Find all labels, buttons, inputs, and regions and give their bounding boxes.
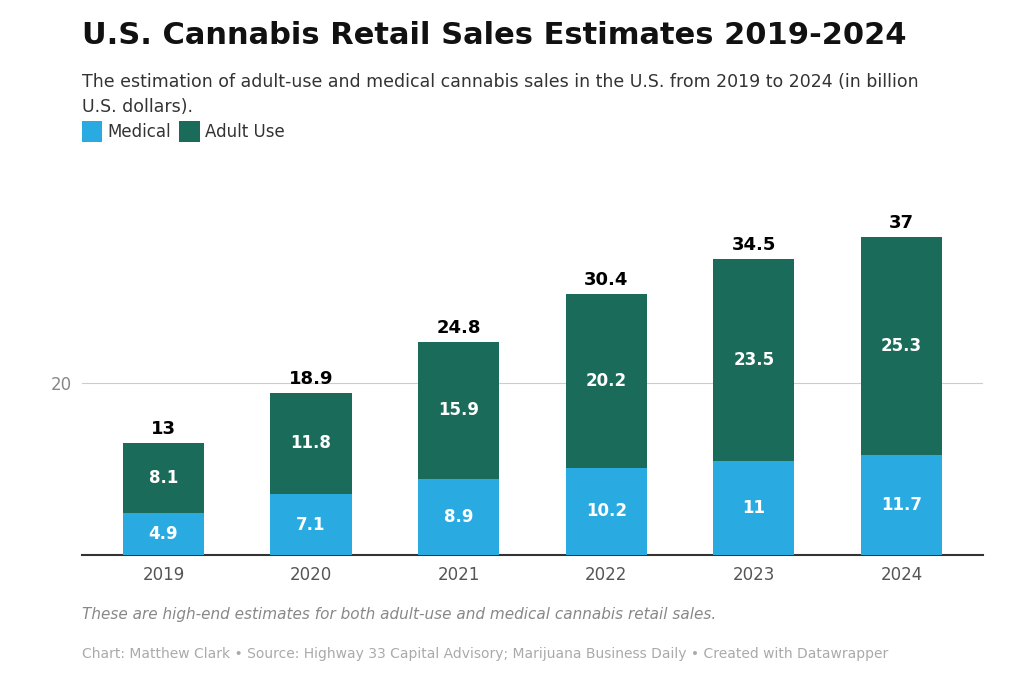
Bar [123,513,204,555]
Text: 7.1: 7.1 [296,516,326,534]
Text: 24.8: 24.8 [436,319,481,337]
Text: Adult Use: Adult Use [205,123,285,141]
Text: 13: 13 [151,421,176,439]
Text: 30.4: 30.4 [584,271,629,289]
Bar [123,443,204,513]
Bar [270,494,351,555]
Text: U.S. Cannabis Retail Sales Estimates 2019-2024: U.S. Cannabis Retail Sales Estimates 201… [82,21,906,50]
Bar [714,259,795,461]
Text: 11.7: 11.7 [881,496,922,514]
Bar [565,468,647,555]
Text: 10.2: 10.2 [586,502,627,520]
Bar [714,461,795,555]
Bar [861,455,942,555]
Text: The estimation of adult-use and medical cannabis sales in the U.S. from 2019 to : The estimation of adult-use and medical … [82,73,919,116]
Text: Chart: Matthew Clark • Source: Highway 33 Capital Advisory; Marijuana Business D: Chart: Matthew Clark • Source: Highway 3… [82,647,888,661]
Text: 8.9: 8.9 [444,508,473,526]
Text: 4.9: 4.9 [148,525,178,543]
Text: 23.5: 23.5 [733,350,774,369]
Text: 15.9: 15.9 [438,401,479,419]
Bar [861,237,942,455]
Bar [418,479,500,555]
Text: 11.8: 11.8 [291,434,332,452]
Text: 18.9: 18.9 [289,370,334,388]
Text: 37: 37 [889,214,914,232]
Bar [270,393,351,494]
Text: 25.3: 25.3 [881,337,922,355]
Bar [565,294,647,468]
Text: 20.2: 20.2 [586,372,627,390]
Text: Medical: Medical [108,123,171,141]
Text: 11: 11 [742,499,765,517]
Text: 8.1: 8.1 [148,469,178,487]
Text: 34.5: 34.5 [732,235,776,253]
Text: These are high-end estimates for both adult-use and medical cannabis retail sale: These are high-end estimates for both ad… [82,607,716,623]
Bar [418,342,500,479]
